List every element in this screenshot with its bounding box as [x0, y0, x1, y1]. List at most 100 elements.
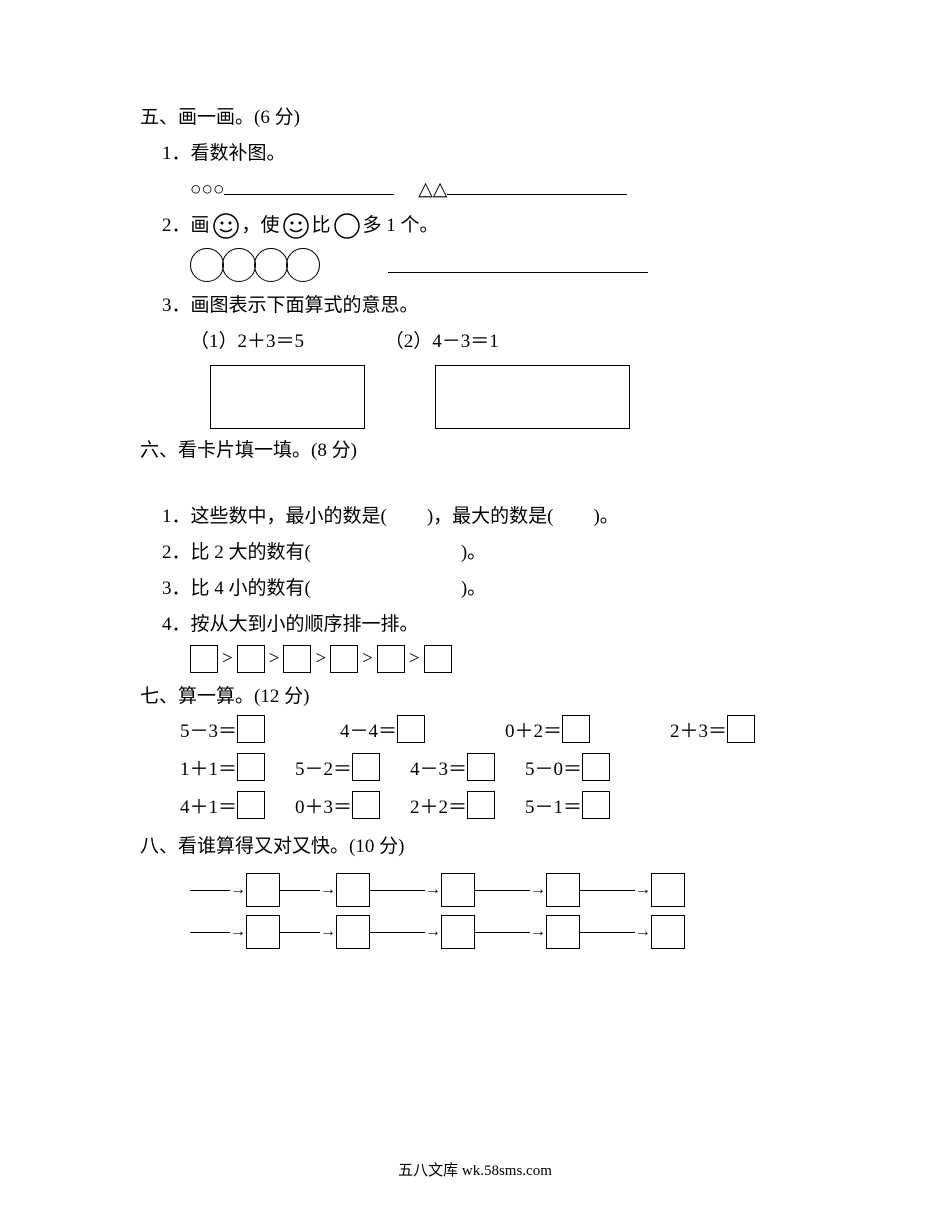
calc-grid: 5－3＝ 4－4＝ 0＋2＝ 2＋3＝ 1＋1＝ 5－2＝ 4－3＝ 5－0＝ … — [140, 715, 810, 819]
calc-item: 5－1＝ — [525, 791, 610, 819]
answer-box[interactable] — [237, 791, 265, 819]
circle-icon — [333, 212, 361, 240]
answer-box[interactable] — [377, 645, 405, 673]
calc-row-2: 1＋1＝ 5－2＝ 4－3＝ 5－0＝ — [180, 753, 810, 781]
eq2: （2）4－3＝1 — [385, 331, 499, 352]
calc-expr: 5－3＝ — [180, 716, 237, 743]
arrow-icon: → — [635, 881, 651, 899]
q6-1c: )。 — [593, 506, 618, 527]
blank[interactable] — [224, 178, 394, 195]
answer-box[interactable] — [651, 873, 685, 907]
draw-box-1[interactable] — [210, 365, 365, 429]
arrow-line — [580, 932, 635, 933]
answer-box[interactable] — [582, 753, 610, 781]
smiley-icon — [212, 212, 240, 240]
answer-box[interactable] — [237, 753, 265, 781]
arrow-line — [280, 932, 320, 933]
q5-3-boxes — [140, 365, 810, 429]
answer-box[interactable] — [336, 873, 370, 907]
q5-2-mid1: ，使 — [242, 208, 280, 244]
calc-row-3: 4＋1＝ 0＋3＝ 2＋2＝ 5－1＝ — [180, 791, 810, 819]
circle-shape — [286, 248, 320, 282]
answer-box[interactable] — [467, 753, 495, 781]
q6-3a: 3．比 4 小的数有( — [162, 578, 311, 599]
answer-box[interactable] — [546, 915, 580, 949]
answer-box[interactable] — [467, 791, 495, 819]
calc-item: 2＋3＝ — [670, 715, 755, 743]
answer-box[interactable] — [441, 873, 475, 907]
arrow-line — [475, 932, 530, 933]
q6-2a: 2．比 2 大的数有( — [162, 542, 311, 563]
calc-expr: 4－3＝ — [410, 754, 467, 781]
answer-box[interactable] — [651, 915, 685, 949]
q5-1-label: 1．看数补图。 — [140, 136, 810, 172]
section6-heading: 六、看卡片填一填。(8 分) — [140, 433, 810, 469]
q6-3: 3．比 4 小的数有()。 — [140, 571, 810, 607]
answer-box[interactable] — [246, 915, 280, 949]
answer-box[interactable] — [336, 915, 370, 949]
smiley-icon — [282, 212, 310, 240]
answer-box[interactable] — [190, 645, 218, 673]
answer-box[interactable] — [237, 715, 265, 743]
q6-4-boxes: > > > > > — [140, 645, 810, 673]
answer-box[interactable] — [562, 715, 590, 743]
calc-item: 0＋3＝ — [295, 791, 410, 819]
calc-expr: 5－0＝ — [525, 754, 582, 781]
q5-2-mid2: 比 — [312, 208, 331, 244]
arrow-icon: → — [230, 923, 246, 941]
q5-2-prefix: 2．画 — [162, 208, 210, 244]
arrow-icon: → — [425, 923, 441, 941]
arrow-icon: → — [530, 881, 546, 899]
arrow-icon: → — [530, 923, 546, 941]
q6-2: 2．比 2 大的数有()。 — [140, 535, 810, 571]
calc-item: 0＋2＝ — [505, 715, 670, 743]
answer-box[interactable] — [727, 715, 755, 743]
arrow-line — [580, 890, 635, 891]
answer-box[interactable] — [424, 645, 452, 673]
q5-2-circles-row — [140, 248, 810, 282]
triangles-text: △△ — [418, 179, 447, 200]
gt: > — [222, 648, 233, 670]
q6-4: 4．按从大到小的顺序排一排。 — [140, 607, 810, 643]
answer-box[interactable] — [352, 753, 380, 781]
answer-box[interactable] — [546, 873, 580, 907]
draw-box-2[interactable] — [435, 365, 630, 429]
q5-3-eqs: （1）2＋3＝5 （2）4－3＝1 — [140, 324, 810, 360]
answer-box[interactable] — [397, 715, 425, 743]
calc-expr: 0＋3＝ — [295, 792, 352, 819]
blank[interactable] — [388, 258, 648, 272]
arrow-row-2: → → → → → — [140, 915, 810, 949]
footer-text: 五八文库 wk.58sms.com — [0, 1159, 950, 1180]
calc-expr: 0＋2＝ — [505, 716, 562, 743]
calc-expr: 2＋3＝ — [670, 716, 727, 743]
answer-box[interactable] — [352, 791, 380, 819]
q5-3-label: 3．画图表示下面算式的意思。 — [140, 288, 810, 324]
blank[interactable] — [447, 178, 627, 195]
calc-expr: 2＋2＝ — [410, 792, 467, 819]
gt: > — [269, 648, 280, 670]
arrow-line — [280, 890, 320, 891]
answer-box[interactable] — [330, 645, 358, 673]
calc-item: 2＋2＝ — [410, 791, 525, 819]
q5-1-shapes: ○○○ △△ — [140, 172, 810, 208]
calc-item: 1＋1＝ — [180, 753, 295, 781]
answer-box[interactable] — [441, 915, 475, 949]
answer-box[interactable] — [582, 791, 610, 819]
arrow-line — [370, 890, 425, 891]
q5-2-suffix: 多 1 个。 — [363, 208, 439, 244]
answer-box[interactable] — [246, 873, 280, 907]
circles-text: ○○○ — [190, 179, 224, 200]
gt: > — [409, 648, 420, 670]
answer-box[interactable] — [283, 645, 311, 673]
calc-item: 4－4＝ — [340, 715, 505, 743]
arrow-line — [190, 890, 230, 891]
arrow-line — [475, 890, 530, 891]
calc-expr: 4－4＝ — [340, 716, 397, 743]
answer-box[interactable] — [237, 645, 265, 673]
section7-heading: 七、算一算。(12 分) — [140, 679, 810, 715]
arrow-icon: → — [320, 923, 336, 941]
calc-item: 4＋1＝ — [180, 791, 295, 819]
circle-shape — [254, 248, 288, 282]
calc-expr: 1＋1＝ — [180, 754, 237, 781]
section8-heading: 八、看谁算得又对又快。(10 分) — [140, 829, 810, 865]
